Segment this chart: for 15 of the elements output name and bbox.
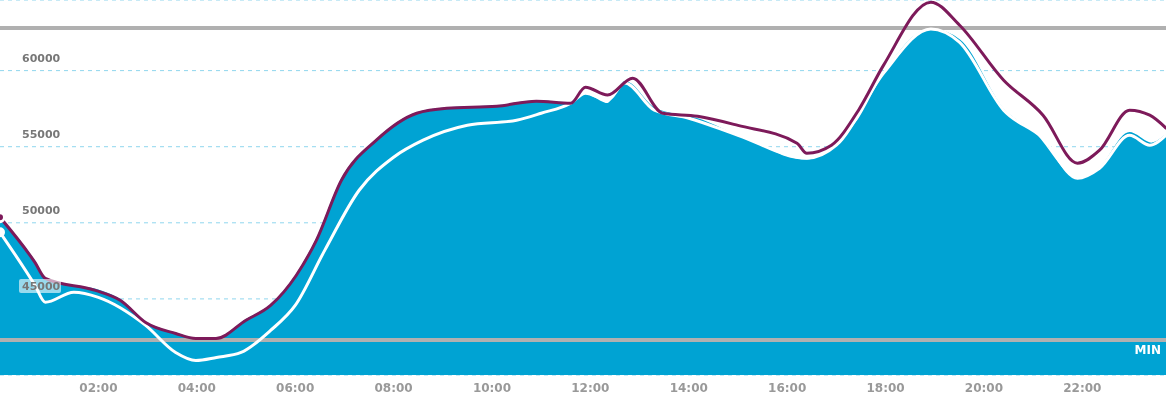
x-tick-label: 02:00 [79,380,118,395]
x-tick-label: 12:00 [571,380,610,395]
x-tick-label: 08:00 [374,380,413,395]
x-tick-label: 14:00 [669,380,708,395]
x-tick-label: 22:00 [1063,380,1102,395]
x-tick-label: 04:00 [177,380,216,395]
y-tick-label: 60000 [22,51,61,65]
x-tick-label: 10:00 [472,380,512,395]
x-tick-label: 16:00 [768,380,807,395]
ref-line-label: MIN [1134,342,1161,357]
x-tick-label: 18:00 [866,380,905,395]
y-tick-label: 50000 [22,203,61,217]
x-tick-label: 20:00 [964,380,1004,395]
y-tick-label: 55000 [22,127,61,141]
x-tick-label: 06:00 [276,380,315,395]
